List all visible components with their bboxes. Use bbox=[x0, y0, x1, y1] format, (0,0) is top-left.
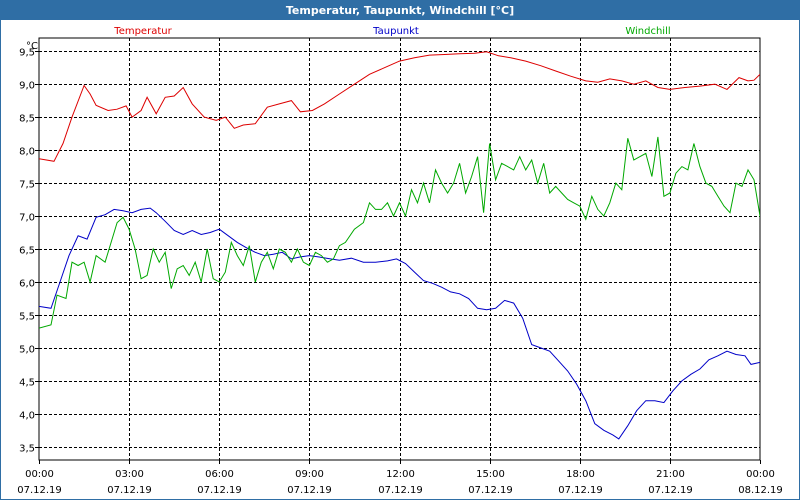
x-tick-date: 07.12.19 bbox=[468, 485, 513, 496]
y-tick-label: 8,5 bbox=[19, 114, 35, 125]
y-unit-label: °C bbox=[26, 41, 38, 52]
window-title: Temperatur, Taupunkt, Windchill [°C] bbox=[1, 1, 799, 20]
y-tick-label: 8,0 bbox=[19, 147, 35, 158]
x-tick-time: 00:00 bbox=[746, 469, 775, 480]
x-tick-date: 07.12.19 bbox=[17, 485, 62, 496]
y-tick-label: 6,5 bbox=[19, 246, 35, 257]
y-tick-label: 9,0 bbox=[19, 81, 35, 92]
x-tick-time: 21:00 bbox=[656, 469, 685, 480]
y-tick-label: 6,0 bbox=[19, 279, 35, 290]
x-tick-time: 03:00 bbox=[115, 469, 144, 480]
y-tick-label: 4,0 bbox=[19, 411, 35, 422]
x-tick-date: 08.12.19 bbox=[738, 485, 783, 496]
series-line-taupunkt bbox=[39, 207, 760, 440]
x-tick-date: 07.12.19 bbox=[558, 485, 603, 496]
legend-windchill: Windchill bbox=[625, 26, 670, 37]
x-tick-date: 07.12.19 bbox=[648, 485, 693, 496]
y-tick-label: 7,5 bbox=[19, 180, 35, 191]
y-tick-label: 9,5 bbox=[19, 48, 35, 59]
y-tick-label: 5,0 bbox=[19, 345, 35, 356]
x-tick-time: 12:00 bbox=[386, 469, 415, 480]
y-tick-label: 5,5 bbox=[19, 312, 35, 323]
x-tick-time: 15:00 bbox=[476, 469, 505, 480]
x-tick-time: 00:00 bbox=[25, 469, 54, 480]
series-line-temperatur bbox=[39, 51, 760, 162]
legend-temperatur: Temperatur bbox=[113, 26, 172, 37]
x-tick-time: 18:00 bbox=[566, 469, 595, 480]
legend: Temperatur Taupunkt Windchill bbox=[113, 26, 670, 37]
series-lines bbox=[39, 51, 760, 440]
x-tick-date: 07.12.19 bbox=[287, 485, 332, 496]
series-line-windchill bbox=[39, 136, 760, 329]
x-tick-time: 09:00 bbox=[295, 469, 324, 480]
y-tick-label: 7,0 bbox=[19, 213, 35, 224]
grid bbox=[39, 38, 760, 460]
y-tick-label: 4,5 bbox=[19, 378, 35, 389]
x-tick-time: 06:00 bbox=[205, 469, 234, 480]
x-tick-date: 07.12.19 bbox=[197, 485, 242, 496]
axes: 9,5 9,0 8,5 8,0 7,5 7,0 6,5 6,0 5,5 5,0 4,5 4,0 3,5 0… bbox=[17, 37, 783, 496]
x-tick-date: 07.12.19 bbox=[107, 485, 152, 496]
x-tick-date: 07.12.19 bbox=[378, 485, 423, 496]
legend-taupunkt: Taupunkt bbox=[372, 26, 419, 37]
y-tick-label: 3,5 bbox=[19, 444, 35, 455]
